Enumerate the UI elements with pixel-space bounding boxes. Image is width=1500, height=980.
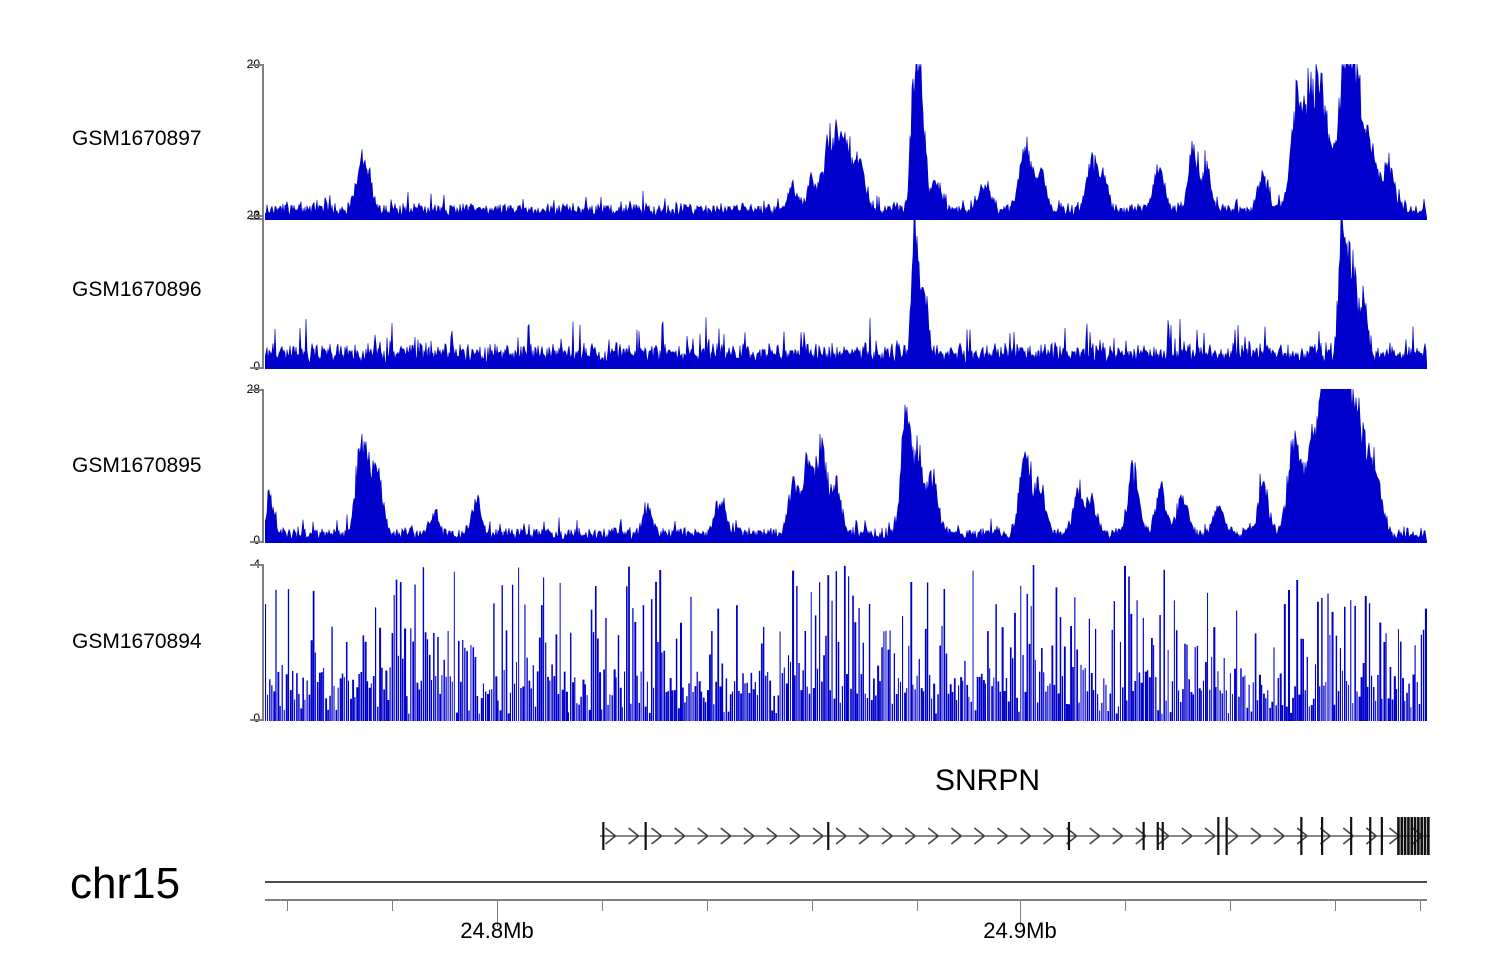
axis-tick-max [250, 215, 262, 217]
axis-tick-max [250, 389, 262, 391]
track-gsm1670895[interactable]: GSM1670895 28 0 [0, 378, 1500, 550]
track-gsm1670896[interactable]: GSM1670896 23 0 [0, 203, 1500, 375]
track-label-gsm1670896: GSM1670896 [72, 278, 202, 301]
axis-tick-max [250, 64, 262, 66]
ruler-tick-minor [287, 901, 288, 911]
axis-tick-min [250, 367, 262, 369]
axis-tick-min [250, 541, 262, 543]
ruler-tick-minor [1420, 901, 1421, 911]
coordinate-ruler[interactable] [265, 899, 1427, 901]
axis-line [262, 564, 264, 721]
ruler-tick-minor [707, 901, 708, 911]
signal-plot-gsm1670896[interactable] [265, 215, 1427, 369]
track-gsm1670894[interactable]: GSM1670894 4 0 [0, 553, 1500, 731]
gene-model-snrpn[interactable] [600, 812, 1430, 860]
track-label-gsm1670895: GSM1670895 [72, 454, 202, 477]
axis-line [262, 215, 264, 369]
axis-min-gsm1670896: 0 [253, 359, 260, 373]
track-label-gsm1670897: GSM1670897 [72, 127, 202, 150]
ruler-tick-major [497, 901, 498, 927]
signal-plot-gsm1670894[interactable] [265, 564, 1427, 721]
ruler-tick-minor [1125, 901, 1126, 911]
signal-plot-gsm1670897[interactable] [265, 64, 1427, 220]
chromosome-label: chr15 [70, 859, 181, 908]
axis-min-gsm1670895: 0 [253, 533, 260, 547]
ideogram-line [265, 881, 1427, 883]
ruler-coordinate-label: 24.9Mb [983, 918, 1057, 943]
axis-line [262, 389, 264, 543]
axis-tick-min [250, 218, 262, 220]
track-label-gsm1670894: GSM1670894 [72, 630, 202, 653]
gene-name-label: SNRPN [935, 764, 1041, 797]
axis-tick-max [250, 564, 262, 566]
ruler-tick-minor [602, 901, 603, 911]
ruler-tick-minor [812, 901, 813, 911]
track-gsm1670897[interactable]: GSM1670897 20 0 [0, 28, 1500, 222]
ruler-tick-minor [917, 901, 918, 911]
axis-min-gsm1670894: 0 [253, 711, 260, 725]
axis-line [262, 64, 264, 220]
axis-tick-min [250, 719, 262, 721]
ruler-tick-minor [1335, 901, 1336, 911]
ruler-tick-major [1020, 901, 1021, 927]
ruler-tick-minor [1230, 901, 1231, 911]
ruler-tick-minor [392, 901, 393, 911]
signal-plot-gsm1670895[interactable] [265, 389, 1427, 543]
ruler-coordinate-label: 24.8Mb [460, 918, 534, 943]
